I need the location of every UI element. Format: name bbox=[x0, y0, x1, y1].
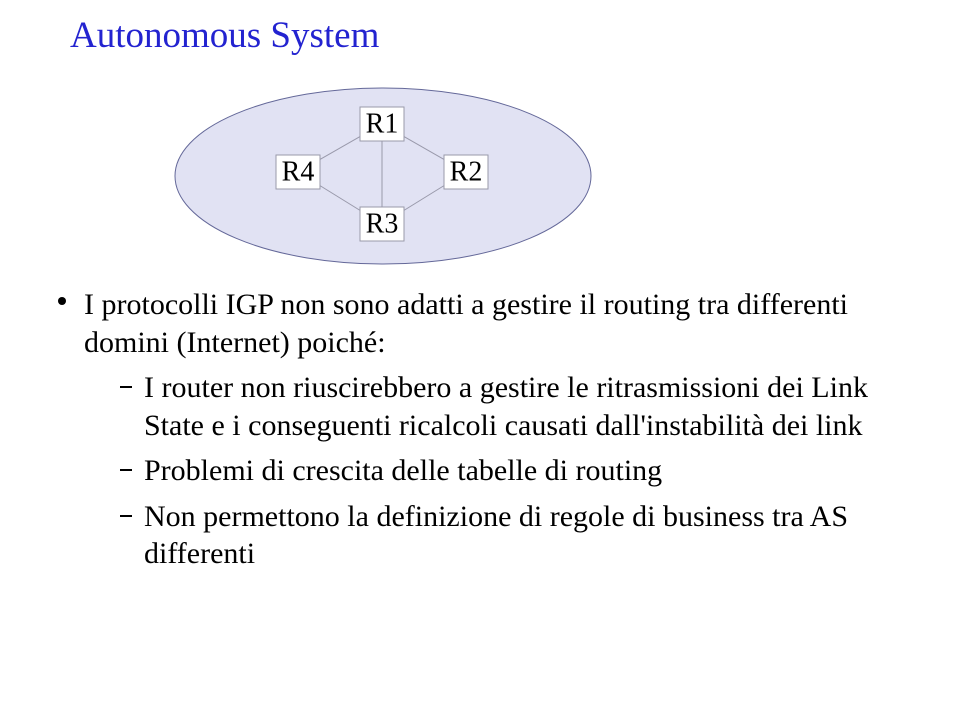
dash-icon bbox=[120, 386, 132, 388]
sub-item-1: I router non riuscirebbero a gestire le … bbox=[84, 369, 920, 444]
sub-item-3: Non permettono la definizione di regole … bbox=[84, 498, 920, 573]
sub-item-2-text: Problemi di crescita delle tabelle di ro… bbox=[144, 454, 662, 487]
node-label-R3: R3 bbox=[366, 209, 399, 240]
bullet-main-text: I protocolli IGP non sono adatti a gesti… bbox=[84, 288, 848, 359]
node-R3: R3 bbox=[360, 207, 404, 241]
as-diagram: R4 R1 R3 R2 bbox=[168, 76, 598, 268]
dash-icon bbox=[120, 469, 132, 471]
bullet-main: I protocolli IGP non sono adatti a gesti… bbox=[58, 286, 920, 573]
node-R4: R4 bbox=[276, 155, 320, 189]
diagram-svg: R4 R1 R3 R2 bbox=[168, 76, 598, 268]
sub-item-1-text: I router non riuscirebbero a gestire le … bbox=[144, 371, 868, 442]
node-label-R2: R2 bbox=[450, 157, 483, 188]
node-R2: R2 bbox=[444, 155, 488, 189]
sub-item-2: Problemi di crescita delle tabelle di ro… bbox=[84, 452, 920, 490]
slide-body: I protocolli IGP non sono adatti a gesti… bbox=[58, 286, 920, 581]
slide: Autonomous System R4 R1 R3 R2 I protocolli … bbox=[0, 0, 960, 726]
sublist: I router non riuscirebbero a gestire le … bbox=[84, 369, 920, 573]
slide-title: Autonomous System bbox=[70, 14, 379, 57]
sub-item-3-text: Non permettono la definizione di regole … bbox=[144, 500, 848, 571]
bullet-dot-icon bbox=[58, 297, 66, 305]
node-label-R4: R4 bbox=[282, 157, 315, 188]
dash-icon bbox=[120, 515, 132, 517]
node-R1: R1 bbox=[360, 107, 404, 141]
node-label-R1: R1 bbox=[366, 109, 399, 140]
